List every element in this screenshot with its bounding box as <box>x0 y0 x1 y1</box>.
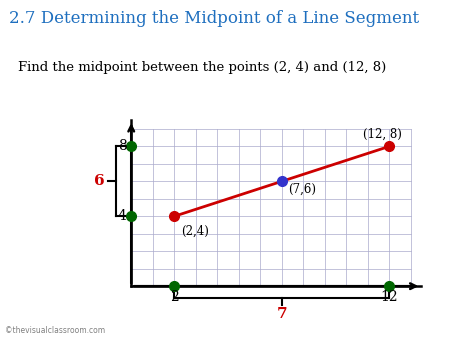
Text: ©thevisualclassroom.com: ©thevisualclassroom.com <box>4 325 104 335</box>
Text: 6: 6 <box>94 174 104 188</box>
Text: 8: 8 <box>118 140 127 153</box>
Text: (12, 8): (12, 8) <box>363 128 402 141</box>
Text: 7: 7 <box>276 307 287 321</box>
Text: 2: 2 <box>170 290 179 304</box>
Text: (7,6): (7,6) <box>288 183 316 196</box>
Text: 4: 4 <box>118 209 127 223</box>
Text: Find the midpoint between the points (2, 4) and (12, 8): Find the midpoint between the points (2,… <box>18 61 386 74</box>
Text: 12: 12 <box>380 290 398 304</box>
Text: 2.7 Determining the Midpoint of a Line Segment: 2.7 Determining the Midpoint of a Line S… <box>9 10 419 27</box>
Text: (2,4): (2,4) <box>180 225 208 238</box>
